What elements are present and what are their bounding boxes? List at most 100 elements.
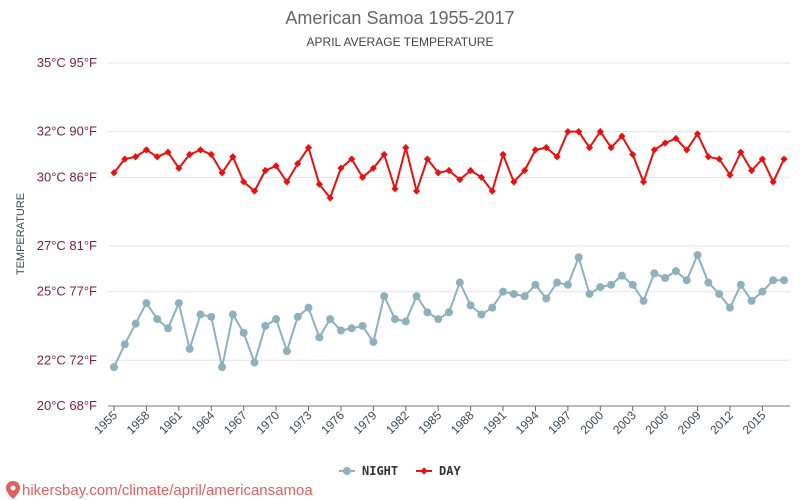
data-point-day[interactable] (369, 164, 377, 172)
data-point-night[interactable] (390, 315, 399, 324)
data-point-day[interactable] (607, 144, 615, 152)
data-point-night[interactable] (531, 280, 540, 289)
data-point-night[interactable] (607, 280, 616, 289)
data-point-night[interactable] (326, 315, 335, 324)
data-point-day[interactable] (423, 155, 431, 163)
data-point-night[interactable] (758, 287, 767, 296)
data-point-day[interactable] (672, 134, 680, 143)
data-point-day[interactable] (618, 132, 626, 140)
data-point-day[interactable] (542, 144, 550, 152)
data-point-day[interactable] (683, 146, 691, 154)
data-point-day[interactable] (326, 194, 334, 202)
data-point-night[interactable] (380, 292, 389, 301)
data-point-night[interactable] (196, 310, 205, 319)
data-point-night[interactable] (434, 315, 443, 324)
data-point-day[interactable] (704, 153, 712, 161)
data-point-night[interactable] (693, 251, 702, 260)
data-point-day[interactable] (164, 148, 172, 156)
data-point-day[interactable] (196, 146, 205, 154)
data-point-day[interactable] (391, 185, 399, 193)
data-point-day[interactable] (229, 153, 237, 161)
data-point-night[interactable] (509, 289, 518, 298)
data-point-day[interactable] (110, 169, 118, 177)
data-point-day[interactable] (358, 173, 367, 181)
data-point-night[interactable] (293, 312, 302, 321)
data-point-day[interactable] (715, 155, 723, 163)
data-point-night[interactable] (650, 269, 659, 278)
data-point-night[interactable] (207, 312, 216, 321)
data-point-night[interactable] (272, 315, 281, 324)
data-point-day[interactable] (121, 155, 129, 163)
data-point-day[interactable] (747, 166, 756, 175)
data-point-night[interactable] (228, 310, 237, 319)
data-point-night[interactable] (466, 301, 475, 310)
data-point-night[interactable] (661, 273, 670, 282)
data-point-night[interactable] (628, 280, 637, 289)
data-point-night[interactable] (574, 253, 583, 262)
data-point-day[interactable] (304, 144, 313, 152)
data-point-day[interactable] (769, 178, 777, 186)
data-point-night[interactable] (315, 333, 324, 342)
data-point-day[interactable] (531, 146, 540, 154)
data-point-night[interactable] (553, 278, 562, 287)
data-point-day[interactable] (477, 173, 486, 181)
watermark-text[interactable]: hikersbay.com/climate/april/americansamo… (22, 482, 313, 499)
data-point-day[interactable] (380, 150, 388, 159)
data-point-night[interactable] (164, 324, 173, 333)
data-point-night[interactable] (585, 289, 594, 298)
data-point-day[interactable] (693, 130, 702, 138)
data-point-day[interactable] (596, 128, 604, 136)
data-point-day[interactable] (412, 187, 421, 195)
data-point-day[interactable] (218, 169, 226, 177)
data-point-day[interactable] (250, 187, 259, 195)
data-point-day[interactable] (456, 176, 464, 184)
data-point-day[interactable] (261, 166, 269, 175)
data-point-day[interactable] (726, 171, 734, 179)
data-point-night[interactable] (639, 296, 648, 305)
data-point-night[interactable] (477, 310, 486, 319)
data-point-day[interactable] (510, 178, 518, 186)
data-point-night[interactable] (520, 292, 529, 301)
data-point-day[interactable] (348, 155, 356, 163)
data-point-day[interactable] (488, 187, 496, 195)
data-point-day[interactable] (153, 153, 161, 161)
data-point-day[interactable] (629, 150, 637, 159)
data-point-night[interactable] (780, 276, 788, 285)
data-point-night[interactable] (499, 287, 508, 296)
data-point-day[interactable] (639, 178, 648, 186)
data-point-night[interactable] (110, 363, 118, 372)
data-point-day[interactable] (553, 153, 561, 161)
data-point-day[interactable] (737, 148, 745, 156)
data-point-day[interactable] (758, 155, 766, 163)
data-point-night[interactable] (412, 292, 421, 301)
data-point-night[interactable] (488, 303, 497, 312)
data-point-night[interactable] (455, 278, 464, 287)
data-point-night[interactable] (120, 340, 129, 349)
data-point-day[interactable] (780, 155, 788, 163)
legend[interactable]: NIGHT DAY (339, 464, 461, 478)
data-point-day[interactable] (175, 164, 183, 172)
data-point-night[interactable] (725, 303, 734, 312)
data-point-day[interactable] (240, 178, 248, 186)
data-point-day[interactable] (467, 166, 475, 175)
watermark[interactable]: hikersbay.com/climate/april/americansamo… (6, 481, 313, 499)
data-point-day[interactable] (283, 178, 291, 186)
data-point-night[interactable] (682, 276, 691, 285)
data-point-day[interactable] (337, 164, 345, 172)
data-point-day[interactable] (402, 144, 410, 152)
data-point-night[interactable] (736, 280, 745, 289)
data-point-night[interactable] (304, 303, 313, 312)
data-point-night[interactable] (704, 278, 713, 287)
data-point-day[interactable] (445, 166, 453, 175)
legend-item-day[interactable]: DAY (416, 464, 461, 478)
data-point-night[interactable] (131, 319, 140, 328)
data-point-night[interactable] (282, 347, 291, 356)
data-point-day[interactable] (661, 139, 669, 147)
data-point-night[interactable] (239, 328, 248, 337)
data-point-night[interactable] (401, 317, 410, 326)
data-point-day[interactable] (294, 160, 302, 168)
data-point-night[interactable] (747, 296, 756, 305)
legend-item-night[interactable]: NIGHT (339, 464, 398, 478)
data-point-day[interactable] (186, 150, 194, 159)
data-point-day[interactable] (434, 169, 442, 177)
